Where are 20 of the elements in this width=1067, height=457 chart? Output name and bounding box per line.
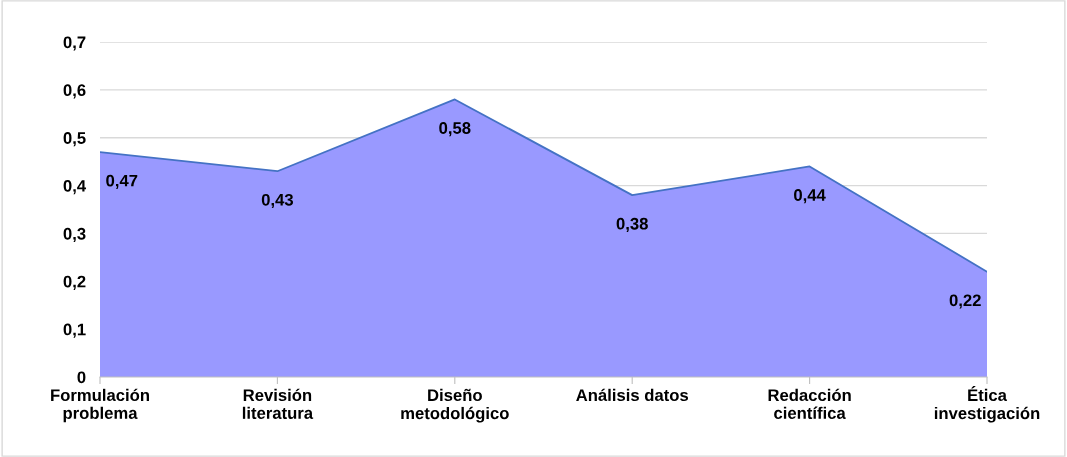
x-tick-label: Análisis datos xyxy=(576,388,689,402)
data-label: 0,47 xyxy=(106,174,138,189)
x-tick-label: Ética investigación xyxy=(934,386,1040,423)
x-tick-label: Diseño metodológico xyxy=(401,388,509,423)
data-label: 0,22 xyxy=(949,294,981,309)
y-tick-label: 0 xyxy=(77,371,86,384)
x-tick-label: Formulación problema xyxy=(51,388,149,423)
y-tick-label: 0,1 xyxy=(63,323,86,338)
x-tick-label: Redacción científica xyxy=(768,388,851,419)
data-label: 0,43 xyxy=(261,193,294,209)
y-tick-label: 0,4 xyxy=(63,179,87,195)
data-label: 0,38 xyxy=(616,217,648,233)
data-label: 0,44 xyxy=(794,189,826,204)
y-tick-label: 0,5 xyxy=(63,132,86,147)
y-tick-label: 0,7 xyxy=(63,36,86,51)
y-tick-label: 0,6 xyxy=(63,84,86,99)
y-tick-label: 0,2 xyxy=(63,275,86,290)
y-tick-label: 0,3 xyxy=(63,227,86,243)
x-tick-label: Revisión literatura xyxy=(242,388,314,419)
data-label: 0,58 xyxy=(439,122,471,137)
